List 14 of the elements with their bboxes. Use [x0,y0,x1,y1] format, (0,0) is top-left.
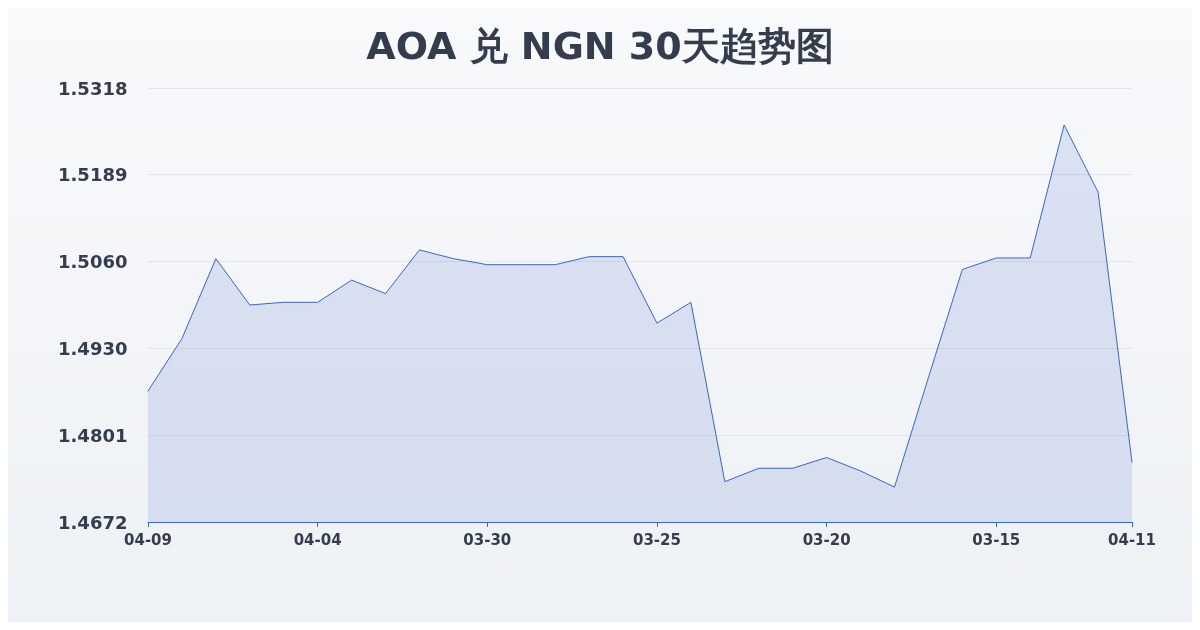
x-tick-label: 03-15 [972,530,1021,549]
y-tick-label: 1.5189 [58,164,128,186]
x-tick-label: 04-11 [1108,530,1156,549]
x-tick-label: 03-25 [632,530,681,549]
chart-title: AOA 兑 NGN 30天趋势图 [366,24,834,68]
y-tick-label: 1.4801 [58,424,128,446]
x-tick-label: 04-09 [124,530,172,549]
x-tick-label: 03-20 [802,530,851,549]
x-tick-label: 03-30 [463,530,512,549]
y-tick-label: 1.4930 [58,338,128,360]
y-tick-label: 1.4672 [58,511,128,533]
y-tick-label: 1.5318 [58,77,128,99]
x-tick-label: 04-04 [293,530,342,549]
y-tick-label: 1.5060 [58,250,128,272]
